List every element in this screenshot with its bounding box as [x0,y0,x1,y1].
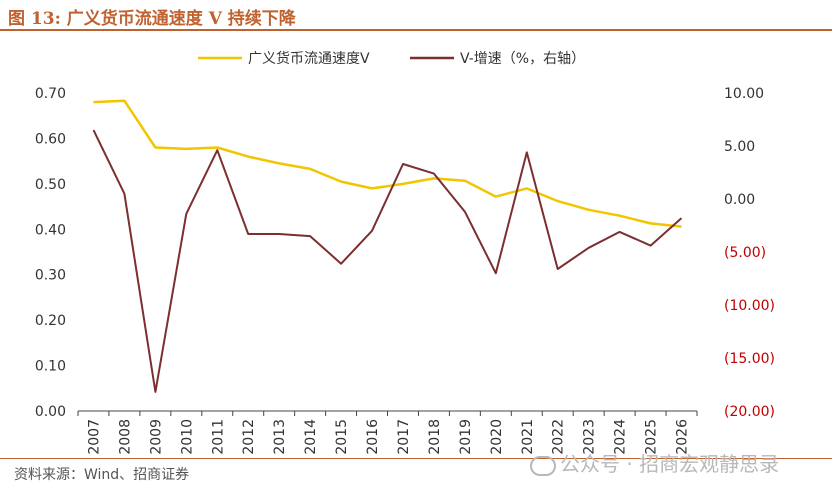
series-line-growth [92,129,683,393]
source-note: 资料来源：Wind、招商证券 [14,467,190,483]
watermark: 公众号 · 招商宏观静思录 [530,448,779,477]
x-tick-label: 2020 [489,419,505,455]
x-tick-label: 2025 [644,419,660,455]
wechat-icon [530,455,556,476]
y-right-tick-label: (10.00) [724,298,775,314]
x-tick-label: 2021 [520,419,536,455]
series-line-velocity [93,99,682,228]
x-tick-label: 2023 [582,419,598,455]
title-divider [0,29,832,31]
chart-title: 图 13: 广义货币流通速度 V 持续下降 [8,9,296,29]
y-left-tick-label: 0.30 [35,268,66,284]
y-right-tick-label: 0.00 [724,192,755,208]
x-tick-label: 2009 [148,419,164,455]
x-tick-label: 2017 [396,419,412,455]
watermark-text: 公众号 · 招商宏观静思录 [560,452,780,476]
y-right-tick-label: 5.00 [724,139,755,155]
x-tick-label: 2018 [427,419,443,455]
x-tick-label: 2024 [613,419,629,455]
y-left-tick-label: 0.40 [35,222,66,238]
x-tick-label: 2022 [551,419,567,455]
y-right-tick-label: 10.00 [724,86,764,102]
y-right-tick-label: (15.00) [724,351,775,367]
x-tick-label: 2014 [303,419,319,455]
y-left-tick-label: 0.70 [35,86,66,102]
x-tick-label: 2026 [675,419,691,455]
x-tick-label: 2015 [334,419,350,455]
x-tick-label: 2008 [117,419,133,455]
x-tick-label: 2007 [86,419,102,455]
x-tick-label: 2010 [179,419,195,455]
x-tick-label: 2019 [458,419,474,455]
x-tick-label: 2011 [210,419,226,455]
y-left-tick-label: 0.00 [35,404,66,420]
y-left-tick-label: 0.50 [35,177,66,193]
y-left-tick-label: 0.60 [35,131,66,147]
footer-divider [0,458,832,459]
y-left-tick-label: 0.20 [35,313,66,329]
legend-label: 广义货币流通速度V [248,50,370,67]
y-right-tick-label: (20.00) [724,404,775,420]
legend-label: V-增速（%，右轴） [460,51,585,67]
y-right-tick-label: (5.00) [724,245,766,261]
x-tick-label: 2016 [365,419,381,455]
x-tick-label: 2012 [241,419,257,455]
x-tick-label: 2013 [272,419,288,455]
y-left-tick-label: 0.10 [35,359,66,375]
